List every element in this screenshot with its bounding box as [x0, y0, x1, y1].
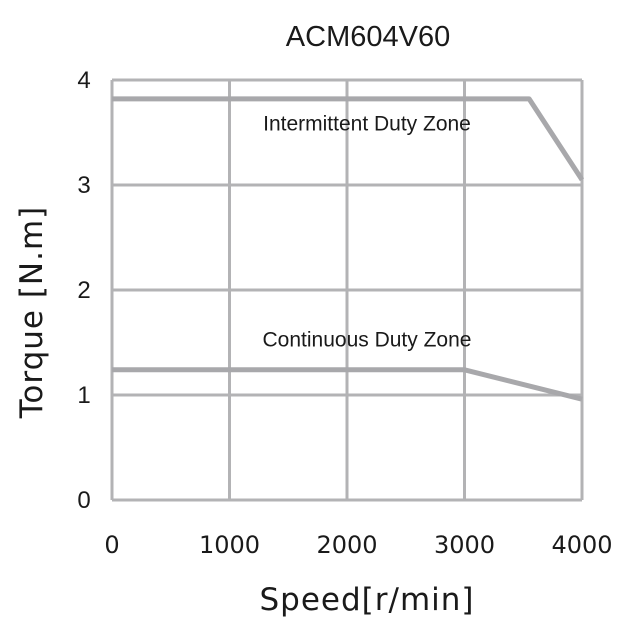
x-tick-label: 1000 — [199, 531, 260, 559]
y-tick-label: 2 — [77, 277, 90, 304]
x-tick-label: 3000 — [434, 531, 495, 559]
series-layer — [112, 96, 585, 402]
x-axis-title: Speed[r/min] — [259, 582, 474, 618]
continuous-duty-line — [112, 367, 583, 402]
chart-title: ACM604V60 — [286, 21, 450, 53]
continuous-zone-label: Continuous Duty Zone — [263, 329, 472, 352]
intermittent-duty-line — [112, 96, 585, 182]
y-tick-label: 3 — [77, 172, 90, 199]
x-tick-label: 4000 — [551, 531, 612, 559]
x-tick-label: 0 — [104, 531, 119, 559]
y-tick-label: 4 — [77, 67, 90, 94]
y-tick-label: 1 — [77, 382, 90, 409]
y-tick-label: 0 — [77, 487, 90, 514]
y-axis-title: Torque [N.m] — [14, 206, 50, 420]
text-layer: ACM604V60 Speed[r/min] Torque [N.m] 0 100… — [14, 21, 613, 618]
x-tick-label: 2000 — [316, 531, 377, 559]
grid-layer — [110, 78, 584, 502]
intermittent-zone-label: Intermittent Duty Zone — [263, 112, 471, 135]
